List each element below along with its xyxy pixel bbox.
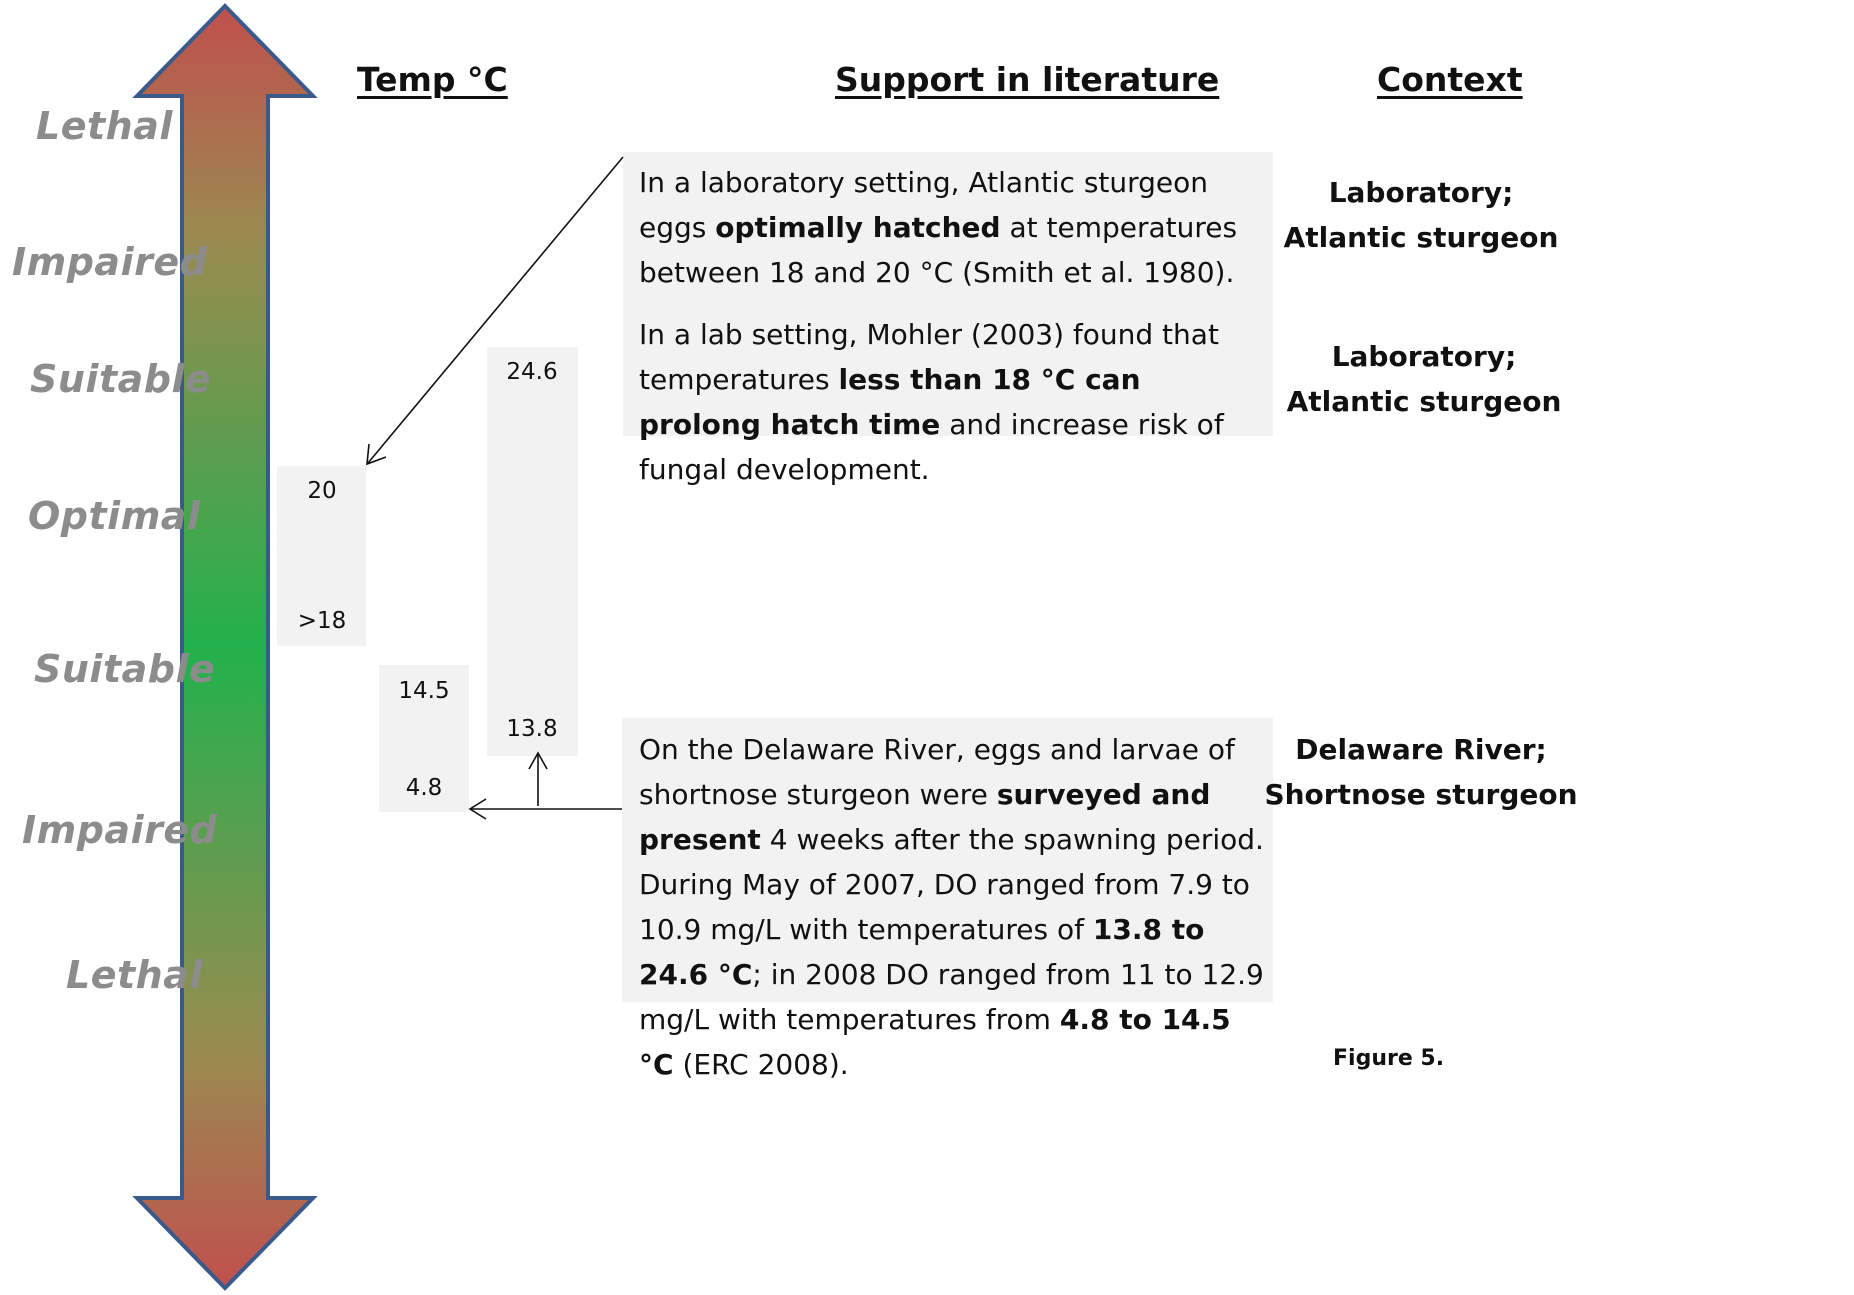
figure-label: Figure 5.	[1333, 1046, 1445, 1071]
zone-label-suitable-top: Suitable	[30, 357, 212, 401]
temperature-scale-arrow	[132, 3, 318, 1291]
temp-value-4-8: 4.8	[405, 775, 443, 801]
context-mohler: Laboratory; Atlantic sturgeon	[1286, 340, 1562, 418]
literature-box-delaware	[622, 718, 1273, 1002]
temp-box-optimal-range	[277, 466, 366, 646]
context-smith: Laboratory; Atlantic sturgeon	[1283, 176, 1559, 254]
temp-box-2008-range	[379, 665, 469, 812]
temp-value-24-6: 24.6	[506, 359, 558, 385]
temp-value-gt18: >18	[297, 608, 347, 634]
arrow-shape	[132, 3, 318, 1291]
literature-smith-1980: In a laboratory setting, Atlantic sturge…	[639, 166, 1238, 289]
context-delaware: Delaware River; Shortnose sturgeon	[1264, 733, 1578, 811]
literature-mohler-2003: In a lab setting, Mohler (2003) found th…	[639, 318, 1224, 486]
zone-label-lethal-bottom: Lethal	[66, 953, 203, 997]
header-temp: Temp °C	[357, 60, 508, 99]
arrowhead-lab-to-optimal	[366, 443, 387, 466]
zone-label-optimal: Optimal	[28, 494, 201, 538]
temp-value-20: 20	[307, 478, 337, 504]
temp-box-2007-range	[487, 347, 578, 756]
zone-label-impaired-top: Impaired	[12, 240, 208, 284]
literature-box-laboratory	[623, 152, 1273, 436]
literature-erc-2008: On the Delaware River, eggs and larvae o…	[639, 733, 1264, 1081]
header-support: Support in literature	[835, 60, 1220, 99]
arrowhead-delaware-to-2008	[468, 798, 487, 820]
temp-value-14-5: 14.5	[398, 678, 450, 704]
temp-value-13-8: 13.8	[506, 716, 558, 742]
zone-label-lethal-top: Lethal	[36, 104, 173, 148]
header-context: Context	[1377, 60, 1523, 99]
zone-label-suitable-bottom: Suitable	[34, 647, 216, 691]
zone-label-impaired-bottom: Impaired	[22, 808, 218, 852]
